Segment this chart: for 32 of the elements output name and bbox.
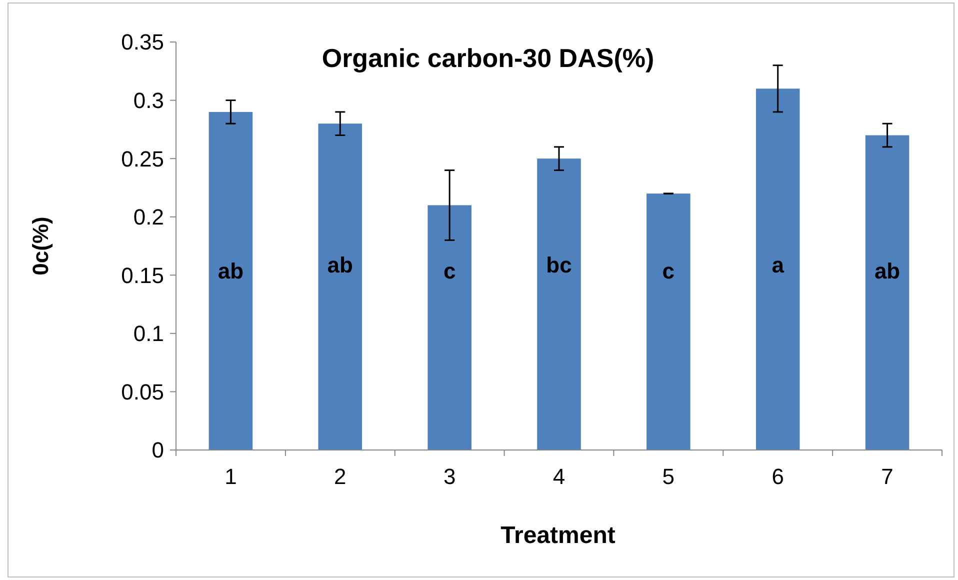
y-tick-label: 0.35 <box>121 30 164 55</box>
y-tick-label: 0.1 <box>133 321 164 346</box>
y-tick-label: 0.3 <box>133 88 164 113</box>
bar <box>646 194 690 450</box>
annotation: ab <box>874 258 900 284</box>
annotation: ab <box>327 252 353 278</box>
bar <box>318 124 362 450</box>
x-tick-label: 6 <box>772 464 784 489</box>
y-tick-label: 0.15 <box>121 262 164 288</box>
annotation: a <box>772 252 785 278</box>
y-tick-label: 0 <box>152 438 164 463</box>
y-tick-label: 0.2 <box>133 204 164 230</box>
y-tick-label: 0.05 <box>121 379 164 404</box>
annotation: c <box>662 258 675 284</box>
bar <box>756 88 800 450</box>
x-tick-label: 3 <box>443 464 456 489</box>
chart-title: Organic carbon-30 DAS(%) <box>322 43 654 73</box>
bar <box>208 112 253 450</box>
annotation: bc <box>546 252 572 278</box>
x-tick-label: 1 <box>224 464 237 489</box>
bar <box>537 158 581 450</box>
x-tick-label: 5 <box>662 464 675 489</box>
annotation: c <box>443 258 456 284</box>
x-tick-label: 2 <box>334 464 346 489</box>
x-tick-label: 4 <box>552 464 566 489</box>
y-tick-label: 0.25 <box>121 146 164 172</box>
y-axis-title: 0c(%) <box>28 216 53 276</box>
x-tick-label: 7 <box>881 464 894 489</box>
bar <box>865 135 910 450</box>
x-axis-title: Treatment <box>500 522 616 549</box>
annotation: ab <box>218 258 244 284</box>
bar <box>428 205 472 450</box>
